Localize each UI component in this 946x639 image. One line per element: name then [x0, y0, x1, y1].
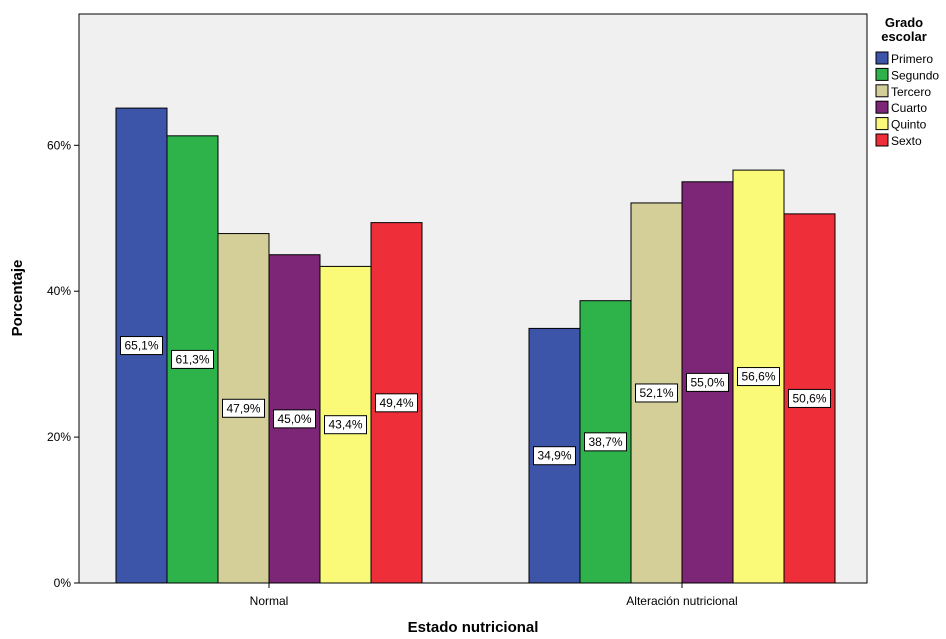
data-label: 47,9%	[222, 398, 265, 418]
legend-swatch	[875, 100, 889, 114]
legend-item-tercero: Tercero	[875, 84, 931, 99]
data-label-box	[222, 398, 265, 418]
legend-item-primero: Primero	[875, 51, 933, 66]
data-label-text: 50,6%	[792, 391, 826, 405]
data-label-box	[788, 388, 831, 408]
data-label: 55,0%	[686, 372, 729, 392]
data-label-box	[533, 446, 576, 466]
data-label-box	[584, 432, 627, 452]
data-label-box	[324, 415, 367, 435]
legend-item-cuarto: Cuarto	[875, 100, 927, 115]
data-label-box	[120, 336, 163, 356]
data-label: 61,3%	[171, 349, 214, 369]
data-label-box	[686, 372, 729, 392]
legend-label: Tercero	[891, 85, 931, 99]
legend-swatch	[875, 117, 889, 131]
legend-title-line-1: Grado	[885, 15, 923, 30]
legend-title-line-2: escolar	[881, 29, 927, 44]
legend-label: Cuarto	[891, 101, 927, 115]
data-label-text: 45,0%	[277, 412, 311, 426]
data-label: 38,7%	[584, 432, 627, 452]
data-label: 52,1%	[635, 383, 678, 403]
y-tick-label: 20%	[47, 430, 71, 444]
legend-swatch	[875, 133, 889, 147]
data-label: 65,1%	[120, 336, 163, 356]
data-label-text: 47,9%	[226, 401, 260, 415]
x-tick-label: Normal	[250, 594, 289, 608]
data-label-box	[375, 393, 418, 413]
data-label: 45,0%	[273, 409, 316, 429]
legend-item-segundo: Segundo	[875, 67, 939, 82]
legend-swatch	[875, 51, 889, 65]
legend-swatch	[875, 67, 889, 81]
data-label-box	[171, 349, 214, 369]
data-label: 56,6%	[737, 367, 780, 387]
y-tick-label: 40%	[47, 284, 71, 298]
data-label: 49,4%	[375, 393, 418, 413]
y-axis: 0% 20% 40% 60%	[47, 138, 79, 590]
data-label-text: 65,1%	[124, 339, 158, 353]
y-tick-label: 60%	[47, 138, 71, 152]
legend-swatch	[875, 84, 889, 98]
legend-label: Segundo	[891, 68, 939, 82]
data-label-box	[273, 409, 316, 429]
data-label-text: 56,6%	[741, 370, 775, 384]
legend-label: Sexto	[891, 134, 922, 148]
data-label: 50,6%	[788, 388, 831, 408]
data-label-text: 55,0%	[690, 375, 724, 389]
data-label-box	[635, 383, 678, 403]
legend-label: Primero	[891, 52, 933, 66]
data-label: 34,9%	[533, 446, 576, 466]
data-label-text: 49,4%	[379, 396, 413, 410]
data-label-text: 52,1%	[639, 386, 673, 400]
x-tick-label: Alteración nutricional	[626, 594, 737, 608]
legend-items: Primero Segundo Tercero Cuarto Quinto Sexto	[875, 51, 939, 148]
y-tick-label: 0%	[54, 576, 72, 590]
data-labels-group: 65,1% 61,3% 47,9% 45,0% 43,4% 49,4% 34,9% 38,7%…	[120, 336, 831, 466]
data-label-text: 34,9%	[537, 449, 571, 463]
data-label-text: 61,3%	[175, 352, 209, 366]
legend-item-quinto: Quinto	[875, 117, 927, 132]
data-label-box	[737, 367, 780, 387]
legend-label: Quinto	[891, 118, 927, 132]
data-label: 43,4%	[324, 415, 367, 435]
x-axis-title: Estado nutricional	[408, 619, 539, 636]
data-label-text: 38,7%	[588, 435, 622, 449]
legend: Grado escolar Primero Segundo Tercero Cuart…	[875, 15, 939, 148]
x-axis: Normal Alteración nutricional	[250, 583, 738, 608]
data-label-text: 43,4%	[328, 418, 362, 432]
y-axis-title: Porcentaje	[9, 260, 26, 337]
legend-item-sexto: Sexto	[875, 133, 922, 148]
